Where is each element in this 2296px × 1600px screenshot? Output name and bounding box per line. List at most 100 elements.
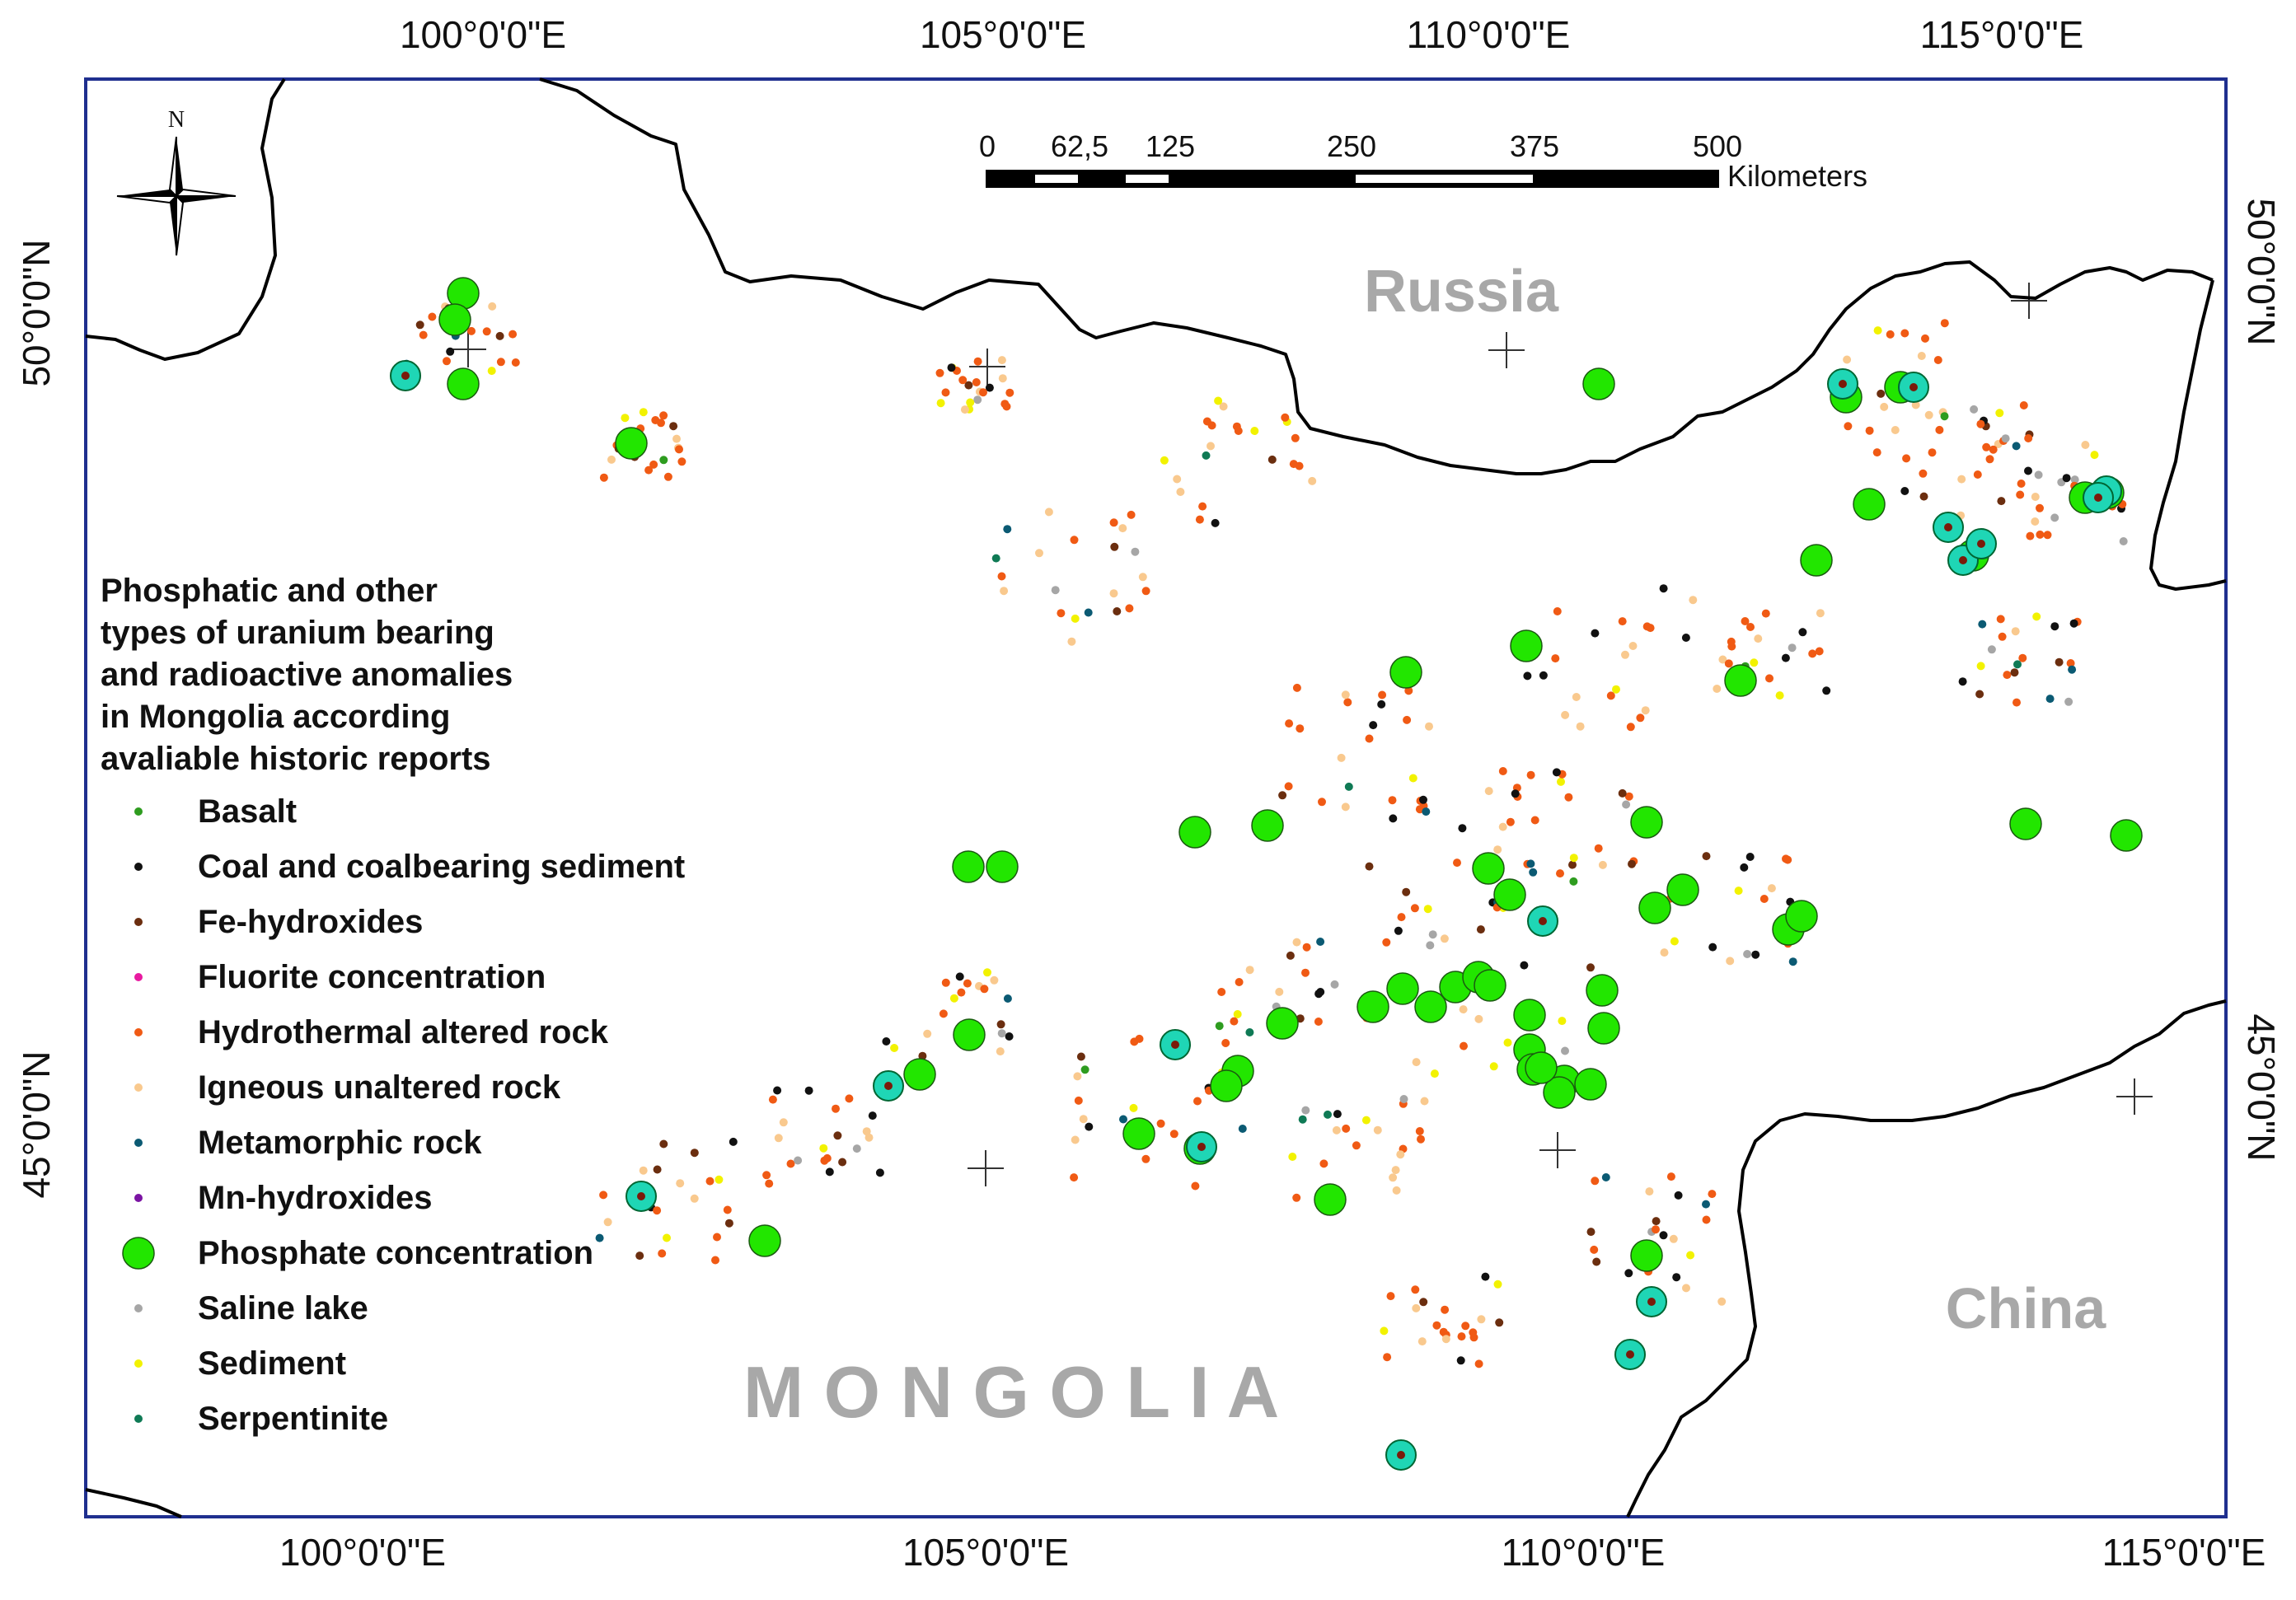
anomaly-point	[1391, 1166, 1400, 1175]
anomaly-point	[1423, 905, 1432, 914]
anomaly-point	[2070, 475, 2079, 484]
mongolia-label: M O N G O L I A	[743, 1351, 1279, 1433]
anomaly-point	[1408, 774, 1417, 783]
teal-site-center	[1171, 1041, 1179, 1049]
anomaly-point	[2090, 451, 2099, 460]
phosphate-site	[1414, 990, 1447, 1023]
anomaly-point	[1275, 987, 1284, 996]
anomaly-point	[488, 302, 497, 311]
anomaly-point	[1003, 525, 1012, 534]
anomaly-point	[1935, 425, 1944, 434]
anomaly-point	[1586, 1228, 1595, 1237]
anomaly-point	[690, 1149, 699, 1158]
anomaly-point	[890, 1044, 899, 1052]
anomaly-point	[1666, 1172, 1675, 1181]
anomaly-point	[1754, 634, 1763, 643]
anomaly-point	[1426, 941, 1435, 950]
anomaly-point	[2013, 698, 2021, 707]
anomaly-point	[428, 312, 437, 321]
anomaly-point	[1564, 793, 1573, 802]
legend-label: Mn-hydroxides	[198, 1180, 432, 1216]
anomaly-point	[1389, 814, 1398, 823]
anomaly-point	[779, 1118, 788, 1127]
anomaly-point	[1557, 777, 1565, 786]
anomaly-point	[2034, 470, 2043, 480]
north-arrow-icon: N	[116, 107, 237, 256]
anomaly-point	[2081, 441, 2090, 449]
anomaly-point	[729, 1137, 738, 1146]
teal-site-center	[2094, 494, 2102, 502]
anomaly-point	[1743, 950, 1752, 958]
legend-title-line: types of uranium bearing	[101, 615, 494, 651]
anomaly-point	[1365, 734, 1374, 743]
anomaly-point	[2011, 627, 2020, 636]
teal-site-center	[1959, 556, 1967, 564]
anomaly-point	[1291, 433, 1300, 442]
anomaly-point	[1440, 934, 1449, 943]
anomaly-point	[1193, 1097, 1202, 1106]
anomaly-point	[658, 1249, 667, 1258]
anomaly-point	[1592, 1257, 1601, 1266]
anomaly-point	[1286, 951, 1295, 960]
phosphate-site	[1630, 1239, 1663, 1272]
anomaly-point	[2010, 668, 2019, 677]
anomaly-point	[1481, 1272, 1490, 1281]
legend-label: Serpentinite	[198, 1401, 388, 1437]
anomaly-point	[997, 356, 1006, 365]
anomaly-point	[672, 434, 681, 443]
legend-item: Phosphate concentration	[122, 1235, 593, 1271]
legend-title-line: and radioactive anomalies	[101, 657, 513, 693]
anomaly-point	[1767, 884, 1776, 893]
phosphate-site	[1724, 664, 1757, 697]
anomaly-point	[1125, 604, 1134, 613]
anomaly-point	[1872, 448, 1881, 457]
anomaly-point	[1775, 691, 1784, 700]
anomaly-point	[762, 1171, 771, 1180]
anomaly-point	[1284, 782, 1293, 791]
anomaly-point	[1822, 686, 1831, 695]
anomaly-point	[1628, 859, 1636, 868]
anomaly-point	[1250, 427, 1259, 435]
phosphate-site	[1582, 367, 1615, 400]
anomaly-point	[1551, 654, 1560, 663]
anomaly-point	[1070, 536, 1079, 545]
anomaly-point	[1285, 719, 1294, 728]
legend: Phosphatic and other types of uranium bea…	[101, 573, 685, 1437]
anomaly-point	[1109, 589, 1118, 598]
anomaly-point	[1788, 957, 1797, 966]
anomaly-point	[2062, 474, 2071, 483]
anomaly-point	[1070, 1173, 1079, 1182]
anomaly-point	[644, 465, 654, 475]
anomaly-point	[1377, 699, 1386, 709]
anomaly-point	[1389, 1173, 1398, 1182]
anomaly-point	[2068, 665, 2077, 674]
anomaly-point	[1035, 549, 1043, 558]
anomaly-point	[852, 1144, 861, 1153]
anomaly-point	[1624, 792, 1633, 801]
anomaly-point	[1970, 405, 1979, 414]
anomaly-point	[2003, 671, 2012, 680]
anomaly-point	[774, 1134, 783, 1143]
legend-title-line: avaliable historic reports	[101, 741, 491, 777]
anomaly-point	[1267, 455, 1277, 464]
anomaly-point	[1074, 1096, 1083, 1105]
north-arrow-label: N	[168, 107, 185, 133]
legend-title-line: in Mongolia according	[101, 699, 450, 735]
anomaly-point	[705, 1177, 715, 1186]
legend-label: Fluorite concentration	[198, 959, 546, 995]
scale-tick-500: 500	[1693, 129, 1742, 163]
anomaly-point	[663, 472, 672, 481]
top-lon-100: 100°0'0"E	[400, 13, 566, 56]
anomaly-point	[1606, 691, 1615, 700]
anomaly-point	[1419, 1298, 1428, 1307]
anomaly-point	[1057, 609, 1066, 618]
anomaly-point	[1474, 1359, 1483, 1368]
anomaly-point	[1612, 685, 1620, 694]
teal-site-center	[1397, 1451, 1405, 1459]
anomaly-point	[1457, 1332, 1466, 1341]
anomaly-point	[1689, 596, 1698, 605]
anomaly-point	[1238, 1125, 1247, 1133]
phosphate-site	[1853, 488, 1886, 521]
anomaly-point	[973, 357, 982, 366]
anomaly-point	[1702, 852, 1711, 861]
